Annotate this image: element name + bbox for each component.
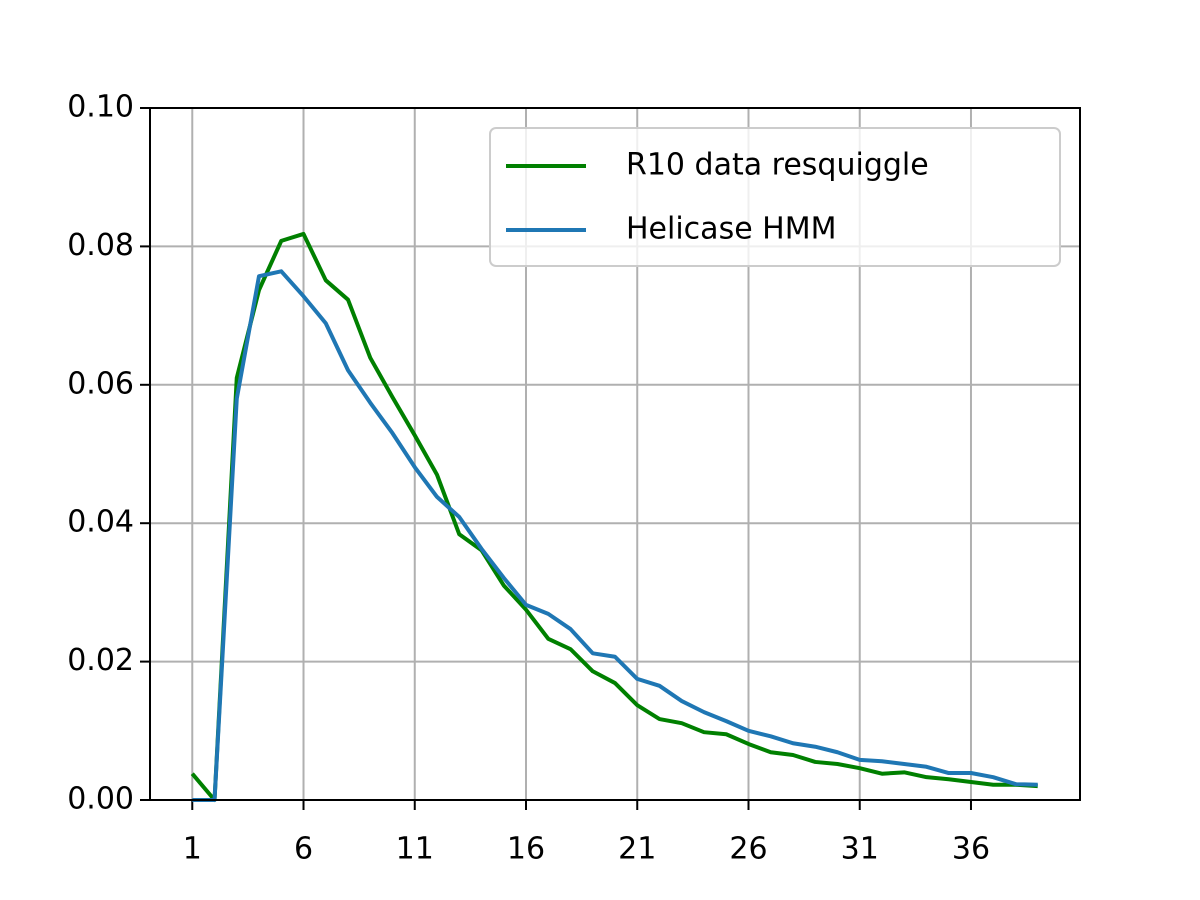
y-tick-label: 0.02 [67,643,134,678]
plot-frame [149,107,1081,801]
x-tick-label: 31 [841,832,879,867]
y-tick-label: 0.08 [67,228,134,263]
x-tick-label: 36 [952,832,990,867]
legend: R10 data resquiggle Helicase HMM [489,127,1061,267]
line [192,269,1038,802]
y-tick-label: 0.06 [67,366,134,401]
x-tick-label: 16 [507,832,545,867]
y-tick-label: 0.00 [67,782,134,817]
x-tick-label: 6 [294,832,313,867]
x-tick-label: 26 [729,832,767,867]
legend-box [489,127,1061,267]
line [190,231,1038,802]
y-tick-label: 0.10 [67,90,134,125]
y-tick-label: 0.04 [67,505,134,540]
x-tick-label: 1 [183,832,202,867]
legend-label: Helicase HMM [626,212,837,247]
x-tick-label: 21 [618,832,656,867]
x-tick-label: 11 [396,832,434,867]
legend-label: R10 data resquiggle [626,148,929,183]
